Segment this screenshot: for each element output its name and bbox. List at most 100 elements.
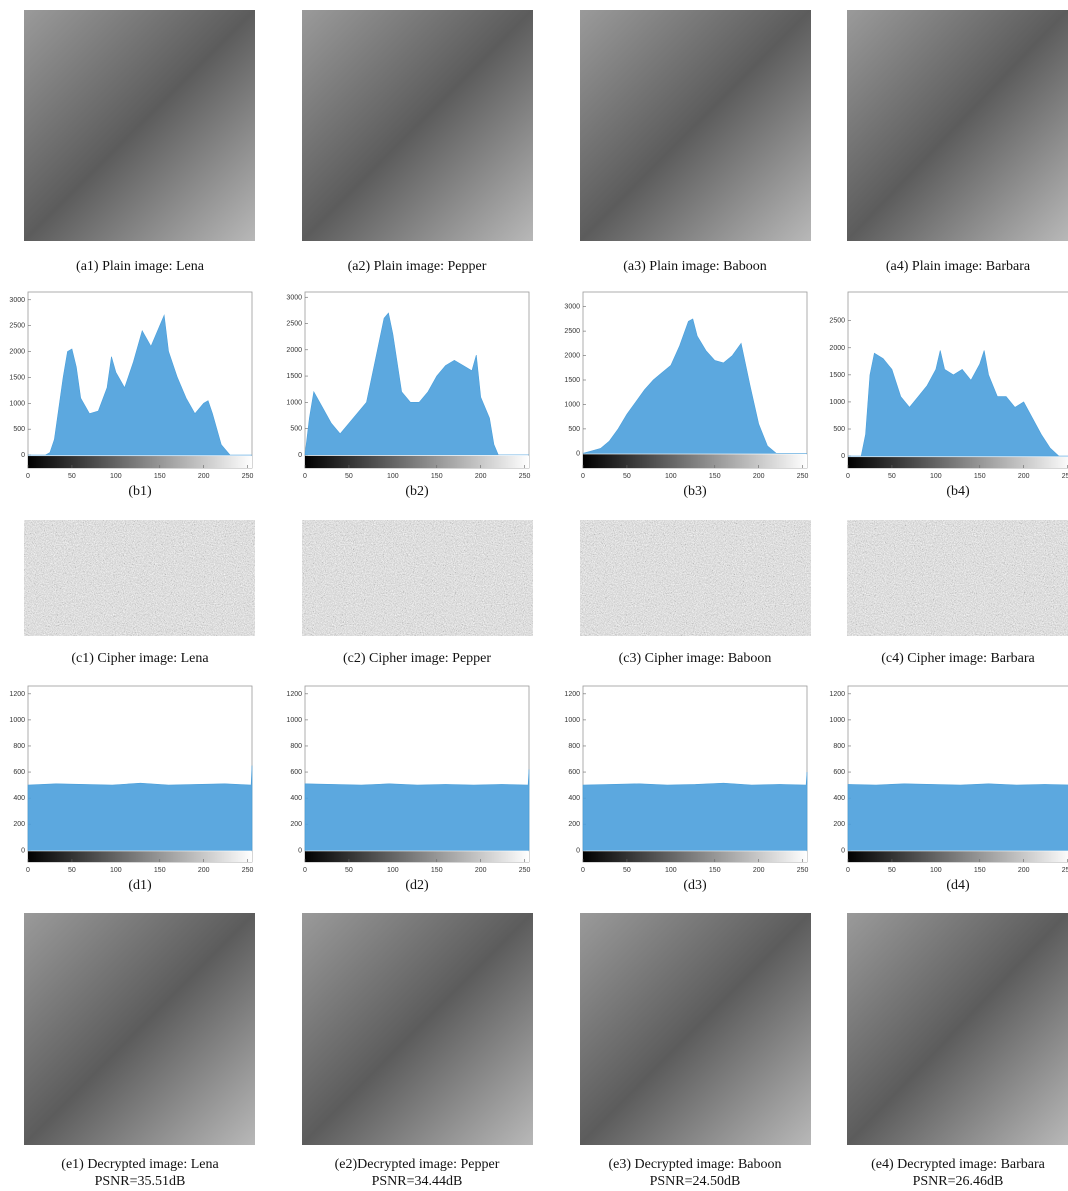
caption: (b1) [128, 484, 152, 499]
photo [847, 913, 1068, 1145]
y-tick-label: 3000 [9, 297, 25, 304]
x-tick-label: 200 [475, 473, 487, 480]
y-tick-label: 1200 [286, 691, 302, 698]
y-tick-label: 0 [576, 847, 580, 854]
caption: (a4) Plain image: Barbara [886, 259, 1031, 274]
colorbar [583, 851, 807, 862]
y-tick-label: 2500 [286, 321, 302, 328]
y-tick-label: 600 [290, 769, 302, 776]
caption: (b2) [405, 484, 429, 499]
y-tick-label: 500 [568, 426, 580, 433]
colorbar [583, 454, 807, 468]
psnr: PSNR=34.44dB [372, 1174, 463, 1189]
colorbar [305, 455, 529, 468]
x-tick-label: 250 [797, 473, 809, 480]
x-tick-label: 250 [797, 867, 809, 874]
caption: (d3) [683, 878, 707, 893]
histogram-area [848, 350, 1068, 457]
colorbar [28, 851, 252, 862]
y-tick-label: 600 [833, 769, 845, 776]
colorbar [28, 456, 252, 468]
photo [24, 10, 255, 241]
y-tick-label: 1000 [9, 400, 25, 407]
x-tick-label: 0 [581, 867, 585, 874]
caption: (e4) Decrypted image: Barbara [871, 1157, 1046, 1172]
colorbar [305, 851, 529, 862]
x-tick-label: 0 [26, 867, 30, 874]
colorbar [848, 851, 1068, 862]
y-tick-label: 1500 [9, 374, 25, 381]
photo [302, 10, 533, 241]
y-tick-label: 1000 [829, 399, 845, 406]
caption: (c2) Cipher image: Pepper [343, 651, 491, 666]
x-tick-label: 250 [242, 867, 254, 874]
histogram-area [582, 772, 808, 851]
y-tick-label: 2000 [829, 345, 845, 352]
caption: (c3) Cipher image: Baboon [619, 651, 772, 666]
x-tick-label: 150 [431, 867, 443, 874]
y-tick-label: 1000 [9, 717, 25, 724]
caption: (d1) [128, 878, 152, 893]
x-tick-label: 100 [110, 473, 122, 480]
y-tick-label: 0 [21, 847, 25, 854]
psnr: PSNR=35.51dB [95, 1174, 186, 1189]
x-tick-label: 50 [68, 867, 76, 874]
caption: (b4) [946, 484, 970, 499]
x-tick-label: 250 [1062, 867, 1068, 874]
y-tick-label: 400 [13, 795, 25, 802]
x-tick-label: 200 [198, 473, 210, 480]
x-tick-label: 150 [709, 473, 721, 480]
caption: (e2)Decrypted image: Pepper [335, 1157, 500, 1172]
caption: (a2) Plain image: Pepper [348, 259, 487, 274]
y-tick-label: 1200 [564, 691, 580, 698]
cipher-image [847, 520, 1068, 636]
histogram-area [304, 769, 530, 851]
x-tick-label: 50 [345, 473, 353, 480]
y-tick-label: 500 [833, 426, 845, 433]
caption: (a1) Plain image: Lena [76, 259, 205, 274]
y-tick-label: 400 [833, 795, 845, 802]
x-tick-label: 100 [930, 867, 942, 874]
x-tick-label: 200 [753, 867, 765, 874]
x-tick-label: 200 [475, 867, 487, 874]
x-tick-label: 150 [974, 867, 986, 874]
cipher-image [580, 520, 811, 636]
cipher-image [302, 520, 533, 636]
x-tick-label: 100 [110, 867, 122, 874]
y-tick-label: 2000 [286, 347, 302, 354]
x-tick-label: 200 [753, 473, 765, 480]
y-tick-label: 3000 [286, 294, 302, 301]
x-tick-label: 0 [846, 867, 850, 874]
x-tick-label: 250 [519, 867, 531, 874]
histogram-area [27, 765, 253, 851]
y-tick-label: 1000 [286, 717, 302, 724]
psnr: PSNR=26.46dB [913, 1174, 1004, 1189]
y-tick-label: 1500 [564, 377, 580, 384]
caption: (d4) [946, 878, 970, 893]
caption: (e1) Decrypted image: Lena [61, 1157, 219, 1172]
x-tick-label: 100 [665, 867, 677, 874]
y-tick-label: 0 [21, 452, 25, 459]
caption: (a3) Plain image: Baboon [623, 259, 766, 274]
x-tick-label: 100 [665, 473, 677, 480]
x-tick-label: 0 [846, 473, 850, 480]
x-tick-label: 150 [974, 473, 986, 480]
x-tick-label: 250 [519, 473, 531, 480]
x-tick-label: 100 [387, 473, 399, 480]
y-tick-label: 200 [290, 821, 302, 828]
x-tick-label: 250 [1062, 473, 1068, 480]
y-tick-label: 1000 [286, 399, 302, 406]
photo [580, 913, 811, 1145]
x-tick-label: 150 [709, 867, 721, 874]
y-tick-label: 600 [13, 769, 25, 776]
y-tick-label: 2500 [9, 323, 25, 330]
y-tick-label: 500 [290, 426, 302, 433]
x-tick-label: 50 [345, 867, 353, 874]
y-tick-label: 1000 [829, 717, 845, 724]
photo [847, 10, 1068, 241]
x-tick-label: 150 [154, 473, 166, 480]
y-tick-label: 2500 [564, 328, 580, 335]
y-tick-label: 2500 [829, 318, 845, 325]
y-tick-label: 0 [298, 847, 302, 854]
